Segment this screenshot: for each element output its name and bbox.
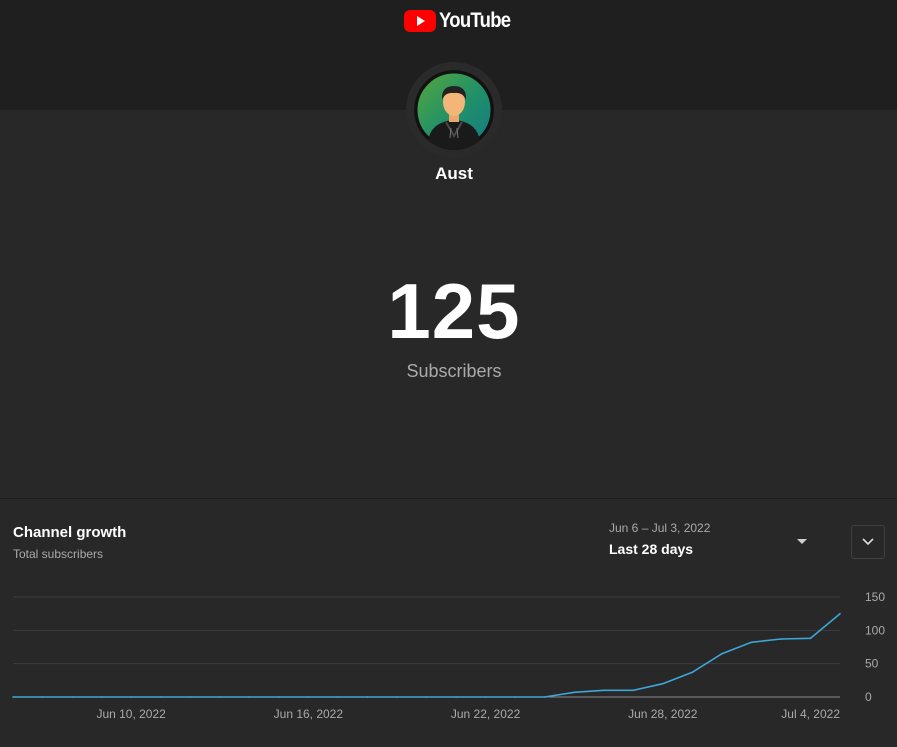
y-tick-label: 100 bbox=[865, 623, 885, 637]
y-tick-label: 50 bbox=[865, 657, 879, 671]
growth-subtitle: Total subscribers bbox=[13, 547, 104, 561]
subscriber-label: Subscribers bbox=[406, 361, 502, 381]
data-point bbox=[100, 696, 103, 698]
logo-text: YouTube bbox=[439, 9, 511, 32]
avatar-image bbox=[414, 70, 494, 150]
channel-name: Aust bbox=[435, 164, 473, 183]
data-point bbox=[278, 696, 280, 698]
series-line bbox=[13, 613, 841, 698]
data-point bbox=[71, 696, 73, 698]
growth-title: Channel growth bbox=[13, 524, 127, 541]
date-range-selector[interactable]: Jun 6 – Jul 3, 2022 Last 28 days bbox=[609, 521, 710, 557]
youtube-logo[interactable]: YouTube bbox=[404, 8, 520, 34]
data-point bbox=[691, 671, 694, 674]
data-point bbox=[514, 696, 516, 698]
x-tick-label: Jun 16, 2022 bbox=[274, 707, 344, 720]
subscriber-count: 125 bbox=[387, 267, 521, 355]
data-point bbox=[632, 689, 635, 692]
y-tick-label: 150 bbox=[865, 590, 885, 604]
data-point bbox=[661, 682, 664, 685]
data-point bbox=[573, 691, 575, 694]
data-point bbox=[602, 689, 605, 692]
data-point bbox=[455, 696, 457, 698]
data-point bbox=[809, 637, 812, 640]
data-point bbox=[543, 696, 546, 698]
data-point bbox=[425, 696, 428, 698]
section-divider bbox=[0, 498, 897, 499]
dropdown-caret-icon[interactable] bbox=[797, 539, 807, 544]
data-point bbox=[248, 696, 251, 698]
data-point bbox=[189, 696, 192, 698]
data-point bbox=[396, 696, 398, 698]
data-point bbox=[12, 696, 14, 698]
data-point bbox=[721, 652, 723, 655]
x-tick-label: Jun 28, 2022 bbox=[628, 707, 698, 720]
data-point bbox=[484, 696, 487, 698]
data-point bbox=[366, 696, 369, 698]
chevron-down-icon bbox=[862, 538, 874, 546]
subscriber-growth-chart: 0 50 100 150 Jun 10, 2022 Jun 16, 2022 Jun 22,… bbox=[12, 590, 885, 720]
date-range-text: Jun 6 – Jul 3, 2022 bbox=[609, 521, 711, 535]
data-point bbox=[159, 696, 162, 698]
data-point bbox=[337, 696, 339, 698]
avatar[interactable] bbox=[414, 70, 494, 150]
data-point bbox=[780, 638, 782, 640]
youtube-play-icon bbox=[404, 10, 436, 32]
x-tick-label: Jul 4, 2022 bbox=[781, 707, 840, 720]
data-point bbox=[839, 612, 841, 615]
data-point bbox=[218, 696, 221, 698]
data-point bbox=[307, 696, 310, 698]
period-label: Last 28 days bbox=[609, 541, 694, 557]
data-point bbox=[750, 641, 753, 644]
data-point bbox=[130, 696, 132, 698]
data-point bbox=[41, 696, 44, 698]
expand-button[interactable] bbox=[851, 525, 885, 559]
y-tick-label: 0 bbox=[865, 690, 872, 704]
x-tick-label: Jun 10, 2022 bbox=[96, 707, 166, 720]
x-tick-label: Jun 22, 2022 bbox=[451, 707, 521, 720]
